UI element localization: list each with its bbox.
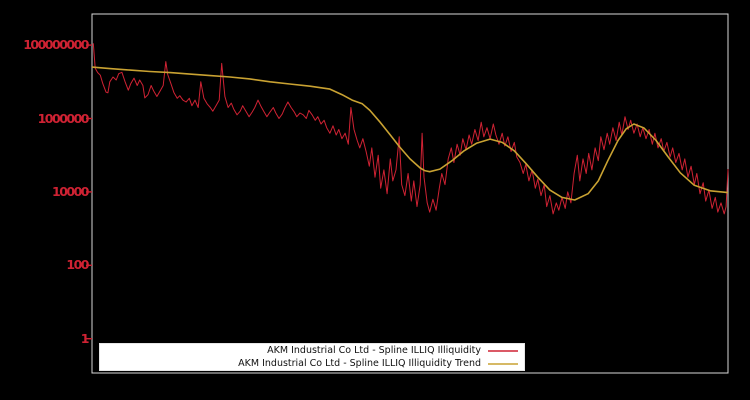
trend-line <box>91 66 729 201</box>
legend-line-swatch-trend <box>488 362 518 366</box>
legend-label-illiquidity: AKM Industrial Co Ltd - Spline ILLIQ Ill… <box>267 345 481 356</box>
y-tick-label: 1 <box>80 330 90 346</box>
legend-line-swatch-illiquidity <box>488 349 518 353</box>
illiquidity-line <box>92 43 729 215</box>
legend: AKM Industrial Co Ltd - Spline ILLIQ Ill… <box>99 343 525 371</box>
y-tick-label: 10000 <box>52 183 90 199</box>
y-tick-label: 100000000 <box>23 37 89 53</box>
plot-border <box>91 13 729 374</box>
legend-entry-illiquidity: AKM Industrial Co Ltd - Spline ILLIQ Ill… <box>267 345 518 357</box>
legend-label-trend: AKM Industrial Co Ltd - Spline ILLIQ Ill… <box>238 358 481 369</box>
y-tick-label: 100 <box>66 257 89 273</box>
legend-entry-trend: AKM Industrial Co Ltd - Spline ILLIQ Ill… <box>238 358 518 370</box>
y-tick-label: 1000000 <box>37 110 90 126</box>
